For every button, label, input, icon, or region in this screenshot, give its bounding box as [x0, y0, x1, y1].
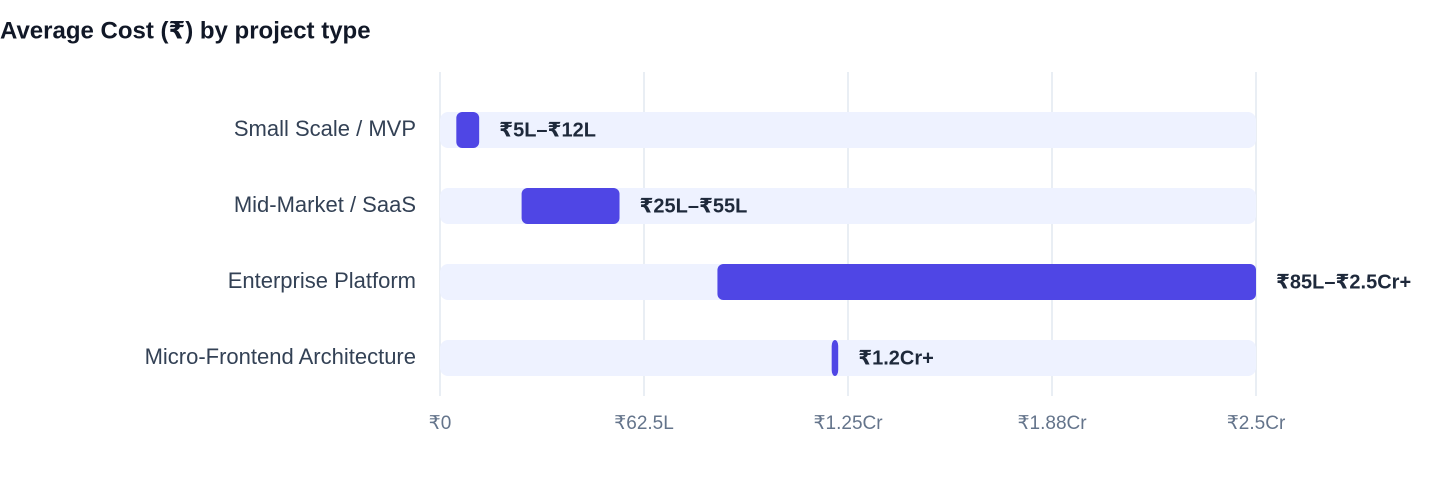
- x-tick-label: ₹1.88Cr: [1017, 413, 1087, 434]
- category-label: Small Scale / MVP: [234, 116, 416, 141]
- x-tick-label: ₹1.25Cr: [813, 413, 883, 434]
- chart-title: Average Cost (₹) by project type: [0, 17, 371, 44]
- bar: [521, 188, 620, 224]
- category-label: Mid-Market / SaaS: [234, 192, 416, 217]
- track: [440, 112, 1256, 148]
- category-label: Enterprise Platform: [228, 268, 416, 293]
- track: [440, 188, 1256, 224]
- x-tick-label: ₹62.5L: [614, 413, 674, 434]
- bar: [831, 340, 839, 376]
- data-label: ₹5L–₹12L: [499, 119, 596, 141]
- data-label: ₹1.2Cr+: [858, 347, 934, 369]
- track: [440, 340, 1256, 376]
- x-tick-label: ₹0: [429, 413, 452, 434]
- bar: [717, 264, 1256, 300]
- x-tick-label: ₹2.5Cr: [1227, 413, 1286, 434]
- category-label: Micro-Frontend Architecture: [145, 344, 416, 369]
- data-label: ₹85L–₹2.5Cr+: [1276, 271, 1411, 293]
- bar: [456, 112, 480, 148]
- data-label: ₹25L–₹55L: [640, 195, 748, 217]
